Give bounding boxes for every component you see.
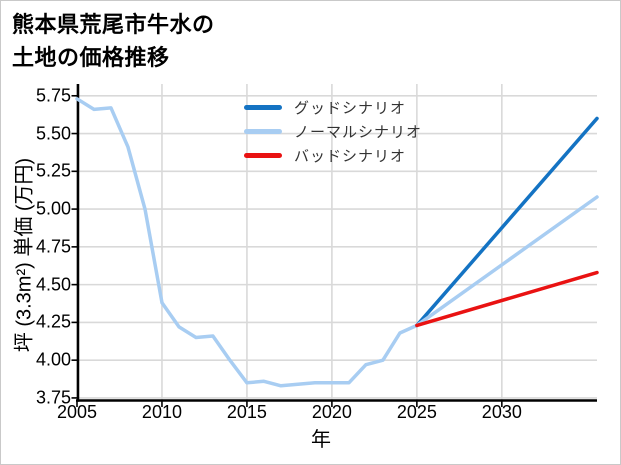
y-tick-label: 4.50 <box>35 274 71 295</box>
x-tick-label: 2005 <box>56 402 98 422</box>
legend-item-bad: バッドシナリオ <box>244 143 422 167</box>
normal-scenario-label: ノーマルシナリオ <box>294 123 423 141</box>
bad-scenario-line-swatch <box>244 152 282 158</box>
y-tick-label: 5.75 <box>35 85 71 106</box>
good-scenario-label: グッドシナリオ <box>294 99 407 117</box>
bad-scenario-label: バッドシナリオ <box>294 147 407 165</box>
chart-title: 熊本県荒尾市牛水の 土地の価格推移 <box>12 8 215 74</box>
legend: グッドシナリオ ノーマルシナリオ バッドシナリオ <box>244 95 422 167</box>
normal-scenario-line <box>415 195 599 328</box>
x-tick-label: 2030 <box>481 402 522 422</box>
x-tick-label: 2010 <box>141 402 182 422</box>
y-tick-label: 4.75 <box>35 236 71 257</box>
axes <box>71 84 597 407</box>
normal-scenario-line-swatch <box>244 128 282 134</box>
good-scenario-line-swatch <box>244 104 282 110</box>
gridlines <box>76 84 597 401</box>
history-line <box>75 97 419 388</box>
x-tick-label: 2015 <box>226 402 267 422</box>
legend-item-normal: ノーマルシナリオ <box>244 119 422 143</box>
y-tick-label: 5.25 <box>35 160 71 181</box>
y-tick-label: 5.50 <box>35 123 71 144</box>
chart-title-line2: 土地の価格推移 <box>12 45 170 70</box>
y-tick-label: 4.00 <box>35 349 71 370</box>
x-tick-label: 2025 <box>396 402 437 422</box>
legend-item-good: グッドシナリオ <box>244 95 422 119</box>
data-series <box>75 97 599 388</box>
good-scenario-line <box>415 116 599 328</box>
x-axis-label: 年 <box>311 429 331 451</box>
y-tick-label: 5.00 <box>35 198 71 219</box>
bad-scenario-line <box>415 270 599 328</box>
x-tick-label: 2020 <box>311 402 352 422</box>
y-tick-label: 4.25 <box>35 311 71 332</box>
y-tick-label: 3.75 <box>35 387 71 408</box>
chart-title-line1: 熊本県荒尾市牛水の <box>12 12 215 37</box>
